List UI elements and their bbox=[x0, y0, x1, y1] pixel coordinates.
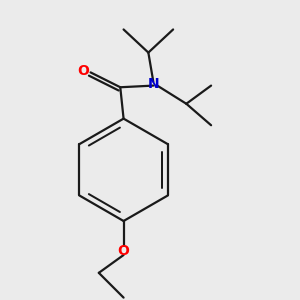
Text: O: O bbox=[118, 244, 130, 258]
Text: O: O bbox=[77, 64, 89, 78]
Text: N: N bbox=[148, 77, 159, 91]
